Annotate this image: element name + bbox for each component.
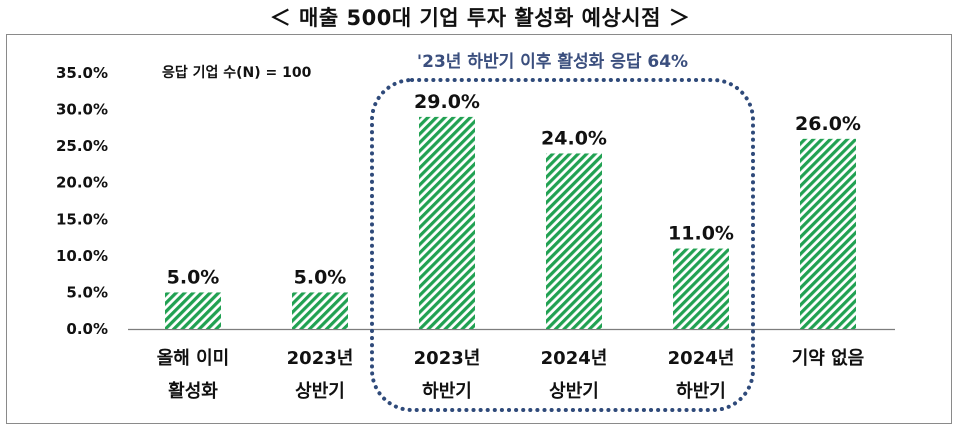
bar: [165, 292, 221, 329]
y-tick-label: 20.0%: [56, 174, 108, 192]
bar-value-label: 5.0%: [167, 266, 220, 288]
y-tick-label: 30.0%: [56, 101, 108, 119]
category-label: 상반기: [549, 381, 599, 402]
category-label: 2024년: [541, 348, 608, 369]
y-tick-label: 35.0%: [56, 64, 108, 82]
y-tick-label: 0.0%: [66, 320, 108, 338]
bar-value-label: 24.0%: [541, 127, 607, 149]
category-label: 상반기: [295, 381, 345, 402]
bar-value-label: 5.0%: [294, 266, 347, 288]
category-label: 2023년: [414, 348, 481, 369]
bar: [292, 292, 348, 329]
y-tick-label: 25.0%: [56, 137, 108, 155]
highlight-group-label: '23년 하반기 이후 활성화 응답 64%: [417, 51, 688, 72]
chart-title: ＜ 매출 500대 기업 투자 활성화 예상시점 ＞: [269, 6, 691, 30]
category-label: 2023년: [287, 348, 354, 369]
category-label: 하반기: [676, 381, 726, 402]
category-label: 2024년: [668, 348, 735, 369]
highlight-group-outline: [370, 78, 755, 412]
category-label: 기약 없음: [792, 347, 865, 369]
bar: [673, 248, 729, 329]
bar-value-label: 26.0%: [795, 113, 861, 135]
data-labels: 5.0% 5.0% 29.0% 24.0% 11.0% 26.0%: [167, 91, 861, 289]
bar-value-label: 29.0%: [414, 91, 480, 113]
y-axis: 0.0% 5.0% 10.0% 15.0% 20.0% 25.0% 30.0% 35.0%: [56, 64, 895, 338]
bar: [546, 153, 602, 329]
y-tick-label: 15.0%: [56, 210, 108, 228]
sample-size-note: 응답 기업 수(N) = 100: [162, 64, 312, 81]
category-label: 활성화: [168, 381, 218, 402]
bar: [800, 138, 856, 329]
y-tick-label: 5.0%: [66, 283, 108, 301]
bar: [419, 116, 475, 329]
y-tick-label: 10.0%: [56, 247, 108, 265]
category-label: 올해 이미: [157, 348, 230, 369]
bar-value-label: 11.0%: [668, 223, 734, 245]
bars: [165, 116, 856, 329]
chart-frame: [6, 34, 952, 424]
category-label: 하반기: [422, 381, 472, 402]
